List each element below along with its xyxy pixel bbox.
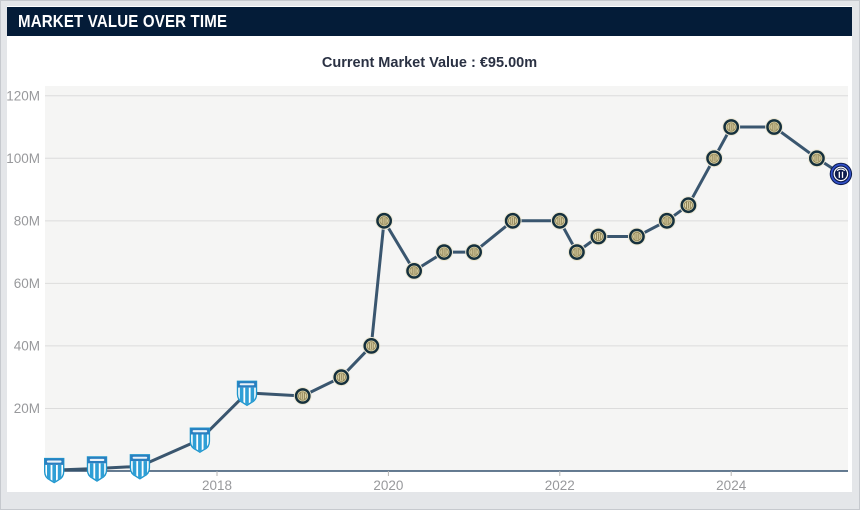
racing-badge-stripes — [132, 461, 148, 479]
racing-badge-wordmark — [239, 383, 255, 386]
data-point-marker-inter[interactable] — [375, 211, 394, 230]
inter-badge-ring — [409, 266, 419, 276]
inter-badge-ring — [439, 247, 449, 257]
data-point-marker-inter[interactable] — [465, 243, 484, 262]
inter-badge-ring — [683, 200, 694, 210]
x-axis-tick-label: 2022 — [545, 478, 575, 493]
data-point-marker-inter[interactable] — [658, 211, 676, 230]
y-axis-tick-label: 40M — [14, 338, 40, 353]
inter-badge-ring — [769, 122, 779, 132]
inter-new-badge-icon — [829, 162, 853, 186]
inter-badge-ring — [662, 216, 672, 226]
y-axis-tick-label: 100M — [6, 151, 40, 166]
y-axis-tick-label: 60M — [14, 276, 40, 291]
data-point-marker-inter[interactable] — [568, 243, 586, 262]
data-point-marker-inter[interactable] — [332, 368, 351, 387]
x-axis-tick-label: 2018 — [202, 478, 232, 493]
x-axis-tick-label: 2020 — [373, 478, 403, 493]
data-point-marker-inter[interactable] — [362, 336, 381, 355]
card-header: MARKET VALUE OVER TIME — [7, 7, 852, 36]
racing-badge-stripes — [89, 463, 105, 481]
inter-new-badge-white-ring — [833, 166, 849, 182]
data-point-marker-racing[interactable] — [86, 456, 108, 482]
data-point-marker-inter[interactable] — [722, 118, 741, 136]
inter-badge-ring — [593, 231, 604, 242]
data-point-marker-inter[interactable] — [405, 261, 424, 280]
inter-badge-ring — [298, 391, 308, 401]
inter-badge-ring — [572, 247, 582, 257]
racing-badge-wordmark — [89, 458, 105, 461]
data-point-marker-inter[interactable] — [765, 118, 783, 136]
data-point-marker-racing[interactable] — [189, 427, 211, 454]
current-market-value-label: Current Market Value : €95.00m — [321, 55, 538, 71]
data-point-marker-inter[interactable] — [503, 211, 522, 230]
y-axis-tick-label: 120M — [6, 88, 40, 103]
inter-badge-ring — [469, 247, 479, 257]
card-title: MARKET VALUE OVER TIME — [18, 11, 228, 31]
data-point-marker-inter[interactable] — [589, 227, 608, 246]
data-point-marker-racing[interactable] — [44, 457, 65, 484]
inter-new-badge-blue-ring — [830, 163, 852, 185]
data-point-marker-inter[interactable] — [628, 227, 646, 246]
data-point-marker-inter[interactable] — [435, 243, 454, 262]
data-point-marker-inter[interactable] — [808, 149, 826, 168]
data-point-marker-racing[interactable] — [129, 454, 151, 480]
y-axis-tick-label: 20M — [14, 401, 40, 416]
inter-badge-ring — [812, 153, 822, 163]
inter-badge-ring — [632, 231, 642, 242]
inter-new-badge-monogram — [836, 168, 846, 172]
plot-area — [45, 86, 848, 471]
x-axis-tick-label: 2024 — [716, 478, 747, 493]
y-axis-tick-label: 80M — [14, 213, 40, 228]
data-point-marker-inter[interactable] — [293, 387, 312, 405]
racing-badge-stripes — [239, 387, 255, 406]
racing-badge-wordmark — [46, 460, 62, 463]
inter-badge-ring — [555, 216, 565, 226]
racing-badge-stripes — [192, 434, 208, 453]
inter-badge-ring — [508, 216, 518, 226]
inter-badge-ring — [379, 216, 389, 226]
data-point-marker-inter[interactable] — [705, 149, 723, 168]
data-point-marker-inter-new[interactable] — [829, 162, 853, 186]
inter-badge-ring — [366, 341, 376, 351]
data-point-marker-inter[interactable] — [679, 196, 698, 215]
inter-badge-ring — [726, 122, 736, 132]
racing-badge-wordmark — [132, 456, 148, 459]
inter-badge-ring — [336, 372, 346, 382]
racing-badge-wordmark — [192, 430, 208, 433]
data-point-marker-racing[interactable] — [236, 380, 258, 407]
data-point-marker-inter[interactable] — [550, 211, 569, 230]
racing-badge-stripes — [47, 464, 62, 483]
inter-badge-ring — [709, 153, 719, 163]
